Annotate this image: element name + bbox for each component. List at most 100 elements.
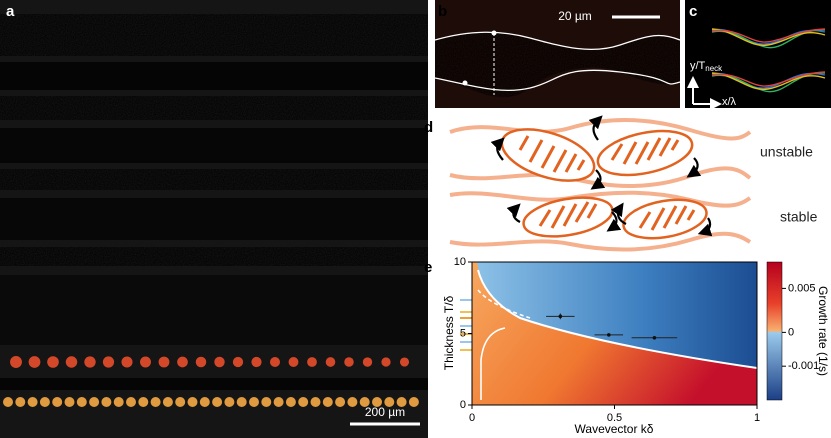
data-point — [558, 314, 563, 319]
droplet — [396, 397, 407, 407]
droplet — [273, 397, 284, 407]
droplet — [126, 397, 136, 407]
marker — [462, 80, 468, 86]
stripe — [0, 247, 428, 266]
colorbar-label: Growth rate (1/s) — [816, 286, 830, 376]
droplet — [285, 397, 296, 407]
band — [0, 378, 428, 390]
droplet — [212, 397, 223, 407]
boundary-wave — [449, 166, 752, 188]
droplet — [158, 356, 170, 368]
state-label: stable — [780, 209, 818, 225]
stripe — [0, 96, 428, 120]
colorbar-tick-label: -0.001 — [788, 360, 819, 372]
droplet — [187, 397, 198, 407]
rotation-arrows — [490, 115, 713, 237]
droplet — [121, 356, 133, 368]
droplet — [27, 397, 38, 407]
droplet — [102, 356, 115, 368]
cell-stripes — [518, 135, 696, 231]
y-axis-label: Thickness T/δ — [442, 295, 456, 370]
droplet — [362, 357, 373, 367]
y-tick-label: 0 — [460, 399, 466, 411]
trace — [711, 71, 826, 87]
droplet — [298, 397, 309, 407]
colorbar — [766, 261, 783, 401]
x-tick-label: 0.5 — [607, 412, 622, 424]
y-tick-label: 10 — [454, 256, 466, 268]
scale-label: 20 µm — [558, 9, 592, 23]
panel-c: y/Tneck x/λ c — [685, 0, 831, 110]
droplet — [408, 397, 419, 407]
droplet — [47, 356, 59, 368]
band — [0, 275, 428, 345]
droplet — [89, 397, 100, 407]
y-tick-label: 5 — [460, 327, 466, 339]
experiment-markers — [460, 299, 472, 351]
boundary-approx — [477, 289, 531, 319]
droplets — [3, 356, 419, 407]
droplet — [307, 357, 317, 367]
droplet — [140, 356, 151, 368]
droplet — [359, 397, 370, 407]
droplet — [177, 356, 188, 368]
droplet — [175, 397, 186, 407]
panel-e: Thickness T/δ Wavevector kδ Growth rate … — [424, 256, 830, 436]
droplet — [399, 357, 410, 367]
droplet — [138, 397, 149, 407]
droplet — [269, 356, 281, 368]
band — [0, 198, 428, 240]
droplet — [347, 397, 358, 407]
droplet — [3, 397, 13, 407]
droplet — [101, 397, 112, 407]
droplet — [261, 397, 272, 407]
trace-box — [685, 0, 831, 108]
droplet — [64, 397, 75, 407]
droplet — [236, 397, 247, 407]
axis-label: y/Tneck — [690, 60, 723, 73]
axis-label: x/λ — [722, 96, 737, 108]
droplet — [199, 397, 210, 407]
droplet — [322, 397, 333, 407]
cell-layer — [435, 32, 680, 98]
state-label: unstable — [760, 144, 813, 160]
droplet — [76, 397, 87, 407]
marker — [491, 30, 497, 36]
panel-letter: e — [424, 259, 432, 276]
droplet — [310, 397, 321, 407]
droplet — [39, 397, 50, 407]
droplet — [372, 397, 382, 407]
stripe — [0, 14, 428, 56]
droplet — [65, 356, 78, 368]
boundary-wave — [449, 118, 752, 141]
heatmap-unstable — [472, 262, 757, 405]
panel-letter: c — [689, 3, 697, 20]
trace — [711, 72, 826, 90]
droplet — [10, 356, 22, 368]
droplet — [224, 397, 235, 407]
band — [0, 62, 428, 90]
stripe — [0, 169, 428, 190]
data-point — [607, 333, 611, 337]
panel-a: 200 µm a — [0, 0, 428, 438]
x-axis-label: Wavevector kδ — [575, 422, 654, 436]
droplet — [288, 357, 299, 367]
droplet — [325, 357, 336, 367]
droplet — [335, 397, 346, 407]
data-point — [652, 335, 657, 340]
panel-letter: a — [6, 3, 15, 20]
droplet — [344, 357, 354, 367]
band — [0, 128, 428, 163]
axis-label-sub: neck — [705, 64, 723, 73]
panel-b: 20 µm b — [434, 0, 681, 108]
boundary — [434, 69, 681, 91]
cell — [596, 129, 694, 177]
droplet — [52, 397, 63, 407]
x-tick-label: 0 — [469, 412, 475, 424]
trace — [711, 28, 826, 43]
droplet — [28, 356, 41, 368]
trace — [711, 28, 826, 46]
droplet — [232, 356, 244, 368]
droplet — [249, 397, 259, 407]
